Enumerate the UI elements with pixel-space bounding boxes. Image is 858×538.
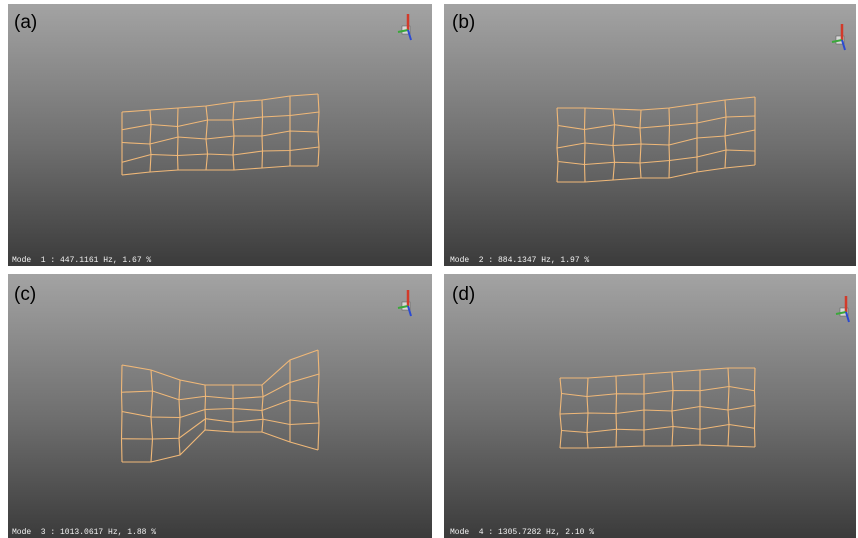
panel: (c) Mode 3 : 1013.0617 Hz, 1.88 % [8,274,432,538]
panel: (b) Mode 2 : 884.1347 Hz, 1.97 % [444,4,856,266]
mesh-line [178,108,179,170]
mesh-line [755,368,756,447]
panel: (d) Mode 4 : 1305.7282 Hz, 2.10 % [444,274,856,538]
mode-text: Mode 2 : 884.1347 Hz, 1.97 % [450,256,589,265]
mesh-line [122,365,123,462]
panel: (a) Mode 1 : 447.1161 Hz, 1.67 % [8,4,432,266]
mesh-line [262,100,263,168]
viewport [444,274,856,538]
mesh-line [585,108,586,182]
panel-label: (b) [452,12,475,33]
mode-text: Mode 4 : 1305.7282 Hz, 2.10 % [450,528,594,537]
viewport [8,4,432,266]
panel-label: (c) [14,284,36,305]
panel-label: (d) [452,284,475,305]
mesh-line [205,385,206,430]
panel-label: (a) [14,12,37,33]
mode-text: Mode 3 : 1013.0617 Hz, 1.88 % [12,528,156,537]
figure: (a) Mode 1 : 447.1161 Hz, 1.67 % (b) Mod… [0,0,858,538]
mode-text: Mode 1 : 447.1161 Hz, 1.67 % [12,256,151,265]
viewport [444,4,856,266]
viewport [8,274,432,538]
mesh-line [669,108,670,178]
mesh-line [616,376,617,447]
